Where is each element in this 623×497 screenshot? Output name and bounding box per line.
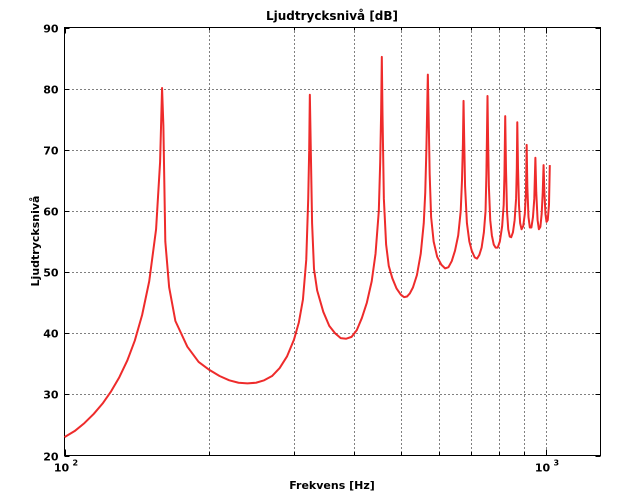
series-group: [63, 55, 551, 439]
x-tick-exponent: 3: [554, 459, 560, 468]
x-tick-label: 10: [535, 462, 551, 475]
x-axis-label: Frekvens [Hz]: [289, 479, 375, 492]
y-tick-label: 40: [43, 328, 59, 341]
y-tick-label: 20: [43, 451, 59, 464]
y-tick-label: 60: [43, 206, 59, 219]
y-tick-label: 80: [43, 84, 59, 97]
plot-frame: [64, 27, 601, 456]
grid: [64, 27, 601, 456]
chart-title: Ljudtrycksnivå [dB]: [266, 9, 398, 23]
x-axis-ticks: 10 2 10 3: [54, 27, 560, 475]
y-tick-label: 30: [43, 389, 59, 402]
y-axis-label: Ljudtrycksnivå: [29, 196, 42, 287]
series-line: [63, 55, 551, 439]
y-axis-ticks: 20 30 40 50 60 70 80 90: [43, 23, 601, 464]
x-tick-label: 10: [54, 462, 70, 475]
y-tick-label: 90: [43, 23, 59, 36]
x-tick-exponent: 2: [73, 459, 79, 468]
y-tick-label: 70: [43, 145, 59, 158]
y-tick-label: 50: [43, 267, 59, 280]
